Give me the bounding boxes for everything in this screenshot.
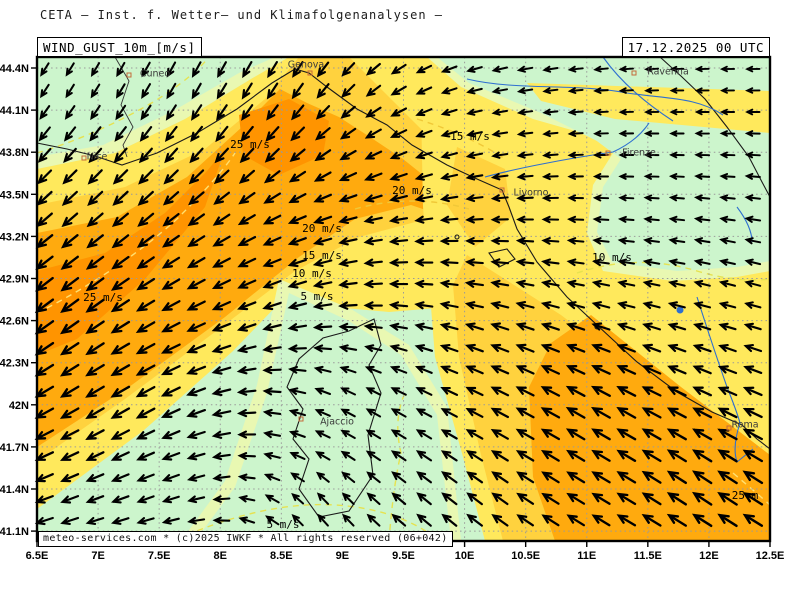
lon-tick-label: 9E xyxy=(336,550,349,562)
lon-tick-label: 8E xyxy=(214,550,227,562)
lat-axis: 44.4N 44.1N 43.8N 43.5N 43.2N 42.9N 42.6N 42.3N… xyxy=(0,63,37,538)
map-area: Cuneo Genova Ravenna Nice Firenze Livorno Ajac… xyxy=(34,55,772,543)
lon-tick-label: 10.5E xyxy=(511,550,540,562)
contour-label: 15 m/s xyxy=(450,130,490,143)
city-label: Roma xyxy=(731,420,758,431)
lat-tick-label: 41.4N xyxy=(0,484,29,496)
city-marker xyxy=(307,70,313,76)
city-marker xyxy=(605,150,611,156)
lon-tick-label: 11E xyxy=(577,550,596,562)
contour-label: 10 m/s xyxy=(592,251,632,264)
lon-tick-label: 9.5E xyxy=(392,550,415,562)
lat-tick-label: 42N xyxy=(9,400,29,412)
lat-tick-label: 41.1N xyxy=(0,526,29,538)
contour-label: 25 m xyxy=(732,489,759,502)
city-marker xyxy=(298,416,304,422)
city-labels-layer: Cuneo Genova Ravenna Nice Firenze Livorno Ajac… xyxy=(81,60,759,431)
city-marker xyxy=(499,187,505,193)
lon-tick-label: 12.5E xyxy=(756,550,785,562)
city-marker xyxy=(81,155,87,161)
city-marker xyxy=(631,70,637,76)
lat-tick-label: 42.9N xyxy=(0,274,29,286)
city-label: Nice xyxy=(87,152,108,163)
lon-tick-label: 12E xyxy=(699,550,719,562)
lon-tick-label: 7.5E xyxy=(148,550,171,562)
lat-tick-label: 44.1N xyxy=(0,105,29,117)
lon-tick-label: 6.5E xyxy=(26,550,49,562)
contour-label: 20 m/s xyxy=(392,184,432,197)
layer-name-box: WIND_GUST_10m_[m/s] xyxy=(37,37,202,57)
lon-axis: 6.5E 7E 7.5E 8E 8.5E 9E 9.5E 10E 10.5E 11E 11.5E 12… xyxy=(26,541,785,562)
contour-labels-layer: 25 m/s 15 m/s 20 m/s 20 m/s 15 m/s 10 m/s 5 m/… xyxy=(83,130,758,531)
lon-tick-label: 11.5E xyxy=(634,550,662,562)
contour-label: 5 m/s xyxy=(300,290,333,303)
lat-tick-label: 43.5N xyxy=(0,189,29,201)
contour-label: 15 m/s xyxy=(302,249,342,262)
lat-tick-label: 42.6N xyxy=(0,316,29,328)
contour-label: 25 m/s xyxy=(83,291,123,304)
city-label: Ajaccio xyxy=(320,417,354,428)
city-label: Cuneo xyxy=(140,69,171,80)
lat-tick-label: 44.4N xyxy=(0,63,29,75)
city-marker xyxy=(126,72,132,78)
contour-label: 5 m/s xyxy=(266,518,299,531)
lon-tick-label: 8.5E xyxy=(270,550,293,562)
city-label: Firenze xyxy=(622,148,656,159)
contour-label: 10 m/s xyxy=(292,267,332,280)
lat-tick-label: 43.2N xyxy=(0,231,29,243)
lon-tick-label: 7E xyxy=(91,550,104,562)
contour-label: 25 m/s xyxy=(230,138,270,151)
lat-tick-label: 43.8N xyxy=(0,147,29,159)
lat-tick-label: 42.3N xyxy=(0,358,29,370)
city-label: Livorno xyxy=(514,188,549,199)
lon-tick-label: 10E xyxy=(455,550,475,562)
datetime-box: 17.12.2025 00 UTC xyxy=(621,37,770,57)
wind-arrows-layer xyxy=(34,61,764,528)
lat-tick-label: 41.7N xyxy=(0,442,29,454)
city-marker xyxy=(726,425,732,431)
contour-label: 20 m/s xyxy=(302,222,342,235)
city-label: Ravenna xyxy=(647,67,689,78)
copyright-box: meteo-services.com * (c)2025 IWKF * All … xyxy=(38,531,453,547)
institute-title: CETA — Inst. f. Wetter— und Klimafolgena… xyxy=(40,8,444,22)
city-label: Genova xyxy=(288,60,324,71)
